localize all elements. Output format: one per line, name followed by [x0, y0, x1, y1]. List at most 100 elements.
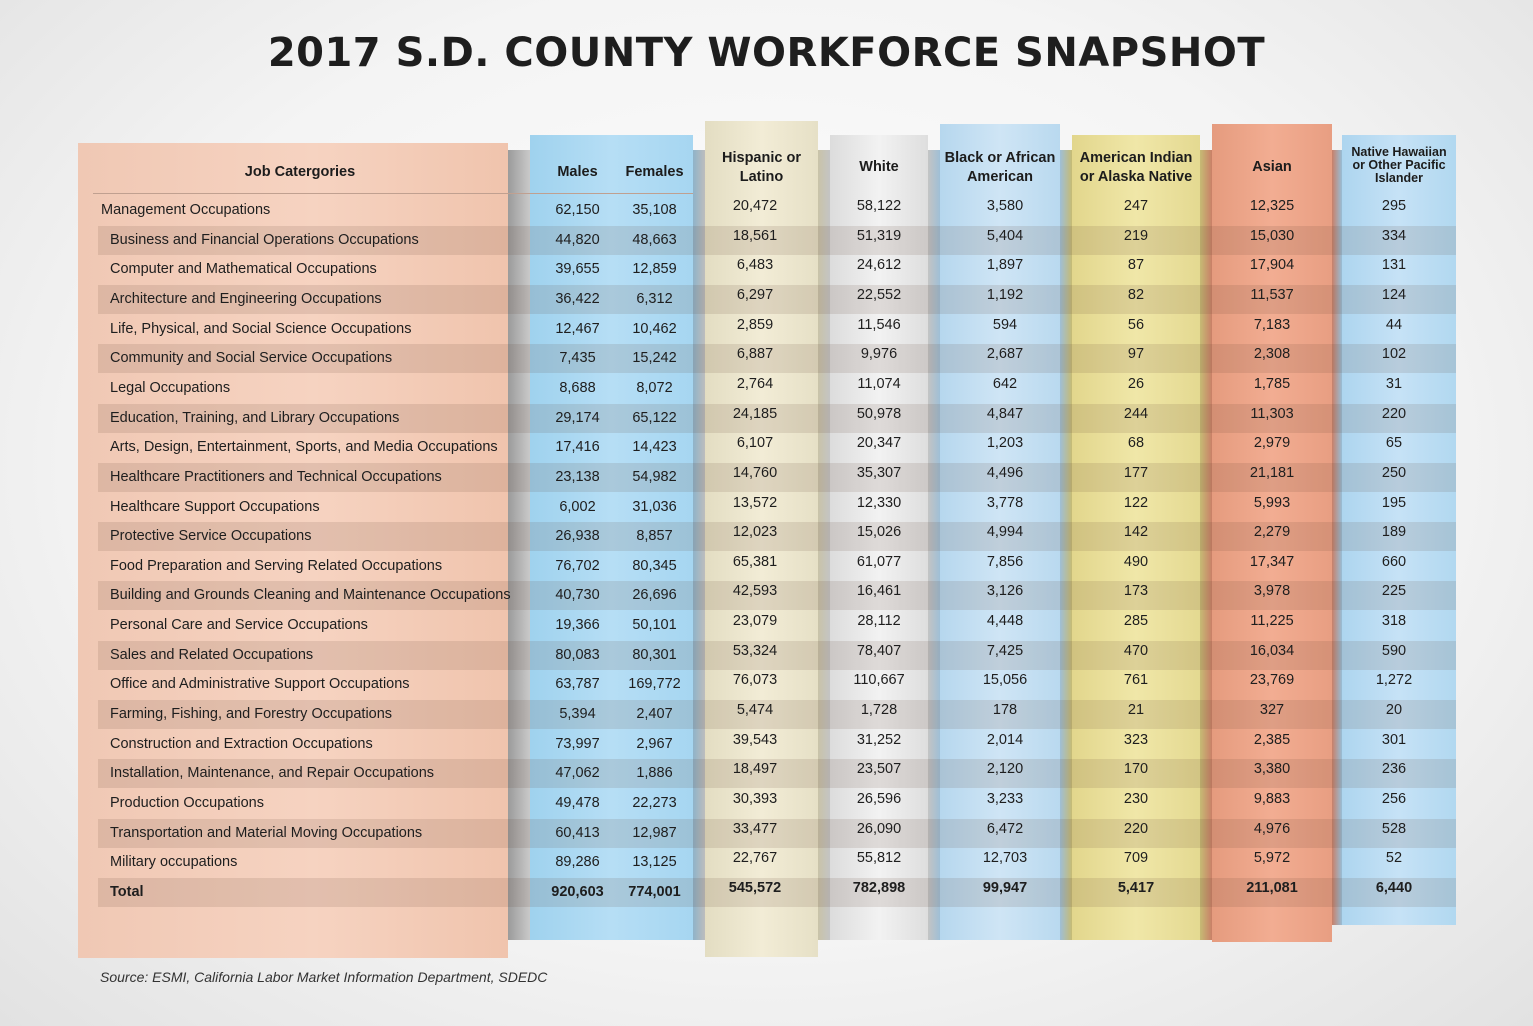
cell-hispanic: 76,073: [732, 672, 778, 688]
table-row: Production Occupations 49,478 22,273 30,393…: [0, 789, 1533, 818]
row-label: Computer and Mathematical Occupations: [110, 261, 377, 277]
cell-females: 2,967: [636, 736, 673, 752]
table-row: Military occupations 89,286 13,125 22,767 55…: [0, 848, 1533, 877]
cell-hispanic: 6,107: [736, 435, 774, 451]
cell-hispanic: 2,764: [736, 376, 774, 392]
cell-asian: 5,972: [1253, 850, 1291, 866]
cell-nh: 301: [1381, 732, 1407, 748]
cell-nh: 660: [1381, 554, 1407, 570]
row-band: [98, 759, 1456, 788]
table-row: Installation, Maintenance, and Repair Oc…: [0, 759, 1533, 788]
cell-hispanic: 65,381: [732, 554, 778, 570]
cell-asian: 2,979: [1253, 435, 1291, 451]
cell-amind: 170: [1123, 761, 1149, 777]
cell-white: 55,812: [856, 850, 902, 866]
cell-nh: 31: [1385, 376, 1403, 392]
header-hispanic-line2: Latino: [739, 169, 784, 185]
source-note: Source: ESMI, California Labor Market In…: [100, 969, 548, 985]
cell-hispanic: 6,887: [736, 346, 774, 362]
cell-nh: 334: [1381, 228, 1407, 244]
cell-amind: 68: [1127, 435, 1145, 451]
cell-white: 50,978: [856, 406, 902, 422]
header-hispanic-line1: Hispanic or: [722, 150, 801, 166]
row-band: [98, 641, 1456, 670]
cell-males: 39,655: [555, 261, 600, 277]
cell-amind: 230: [1123, 791, 1149, 807]
row-band: [98, 878, 1456, 907]
cell-black: 1,192: [986, 287, 1024, 303]
cell-black: 12,703: [982, 850, 1028, 866]
table-row: Management Occupations 62,150 35,108 20,472…: [0, 196, 1533, 225]
cell-nh: 1,272: [1375, 672, 1413, 688]
cell-hispanic: 39,543: [732, 732, 778, 748]
cell-white: 24,612: [856, 257, 902, 273]
cell-hispanic: 5,474: [736, 702, 774, 718]
cell-nh: 528: [1381, 821, 1407, 837]
cell-asian: 23,769: [1249, 672, 1295, 688]
cell-hispanic: 42,593: [732, 583, 778, 599]
row-label: Business and Financial Operations Occupa…: [110, 232, 419, 248]
table-row: Protective Service Occupations 26,938 8,85…: [0, 522, 1533, 551]
table-row: Farming, Fishing, and Forestry Occupatio…: [0, 700, 1533, 729]
cell-males: 89,286: [555, 854, 600, 870]
cell-females: 12,859: [632, 261, 677, 277]
header-native-hawaiian: Native Hawaiian or Other Pacific Islande…: [1342, 146, 1456, 185]
cell-nh: 20: [1385, 702, 1403, 718]
table-row: Community and Social Service Occupations…: [0, 344, 1533, 373]
cell-white: 110,667: [853, 672, 905, 688]
cell-amind: 323: [1123, 732, 1149, 748]
cell-amind: 97: [1127, 346, 1145, 362]
row-label: Architecture and Engineering Occupations: [110, 291, 382, 307]
cell-males: 6,002: [559, 499, 596, 515]
cell-asian: 2,308: [1253, 346, 1291, 362]
cell-asian: 2,279: [1253, 524, 1291, 540]
hispanic-column-bg: [705, 121, 818, 957]
header-asian: Asian: [1252, 159, 1292, 175]
cell-black: 99,947: [982, 880, 1028, 896]
row-label: Management Occupations: [101, 202, 271, 218]
cell-black: 15,056: [982, 672, 1028, 688]
table-row: Building and Grounds Cleaning and Mainte…: [0, 581, 1533, 610]
cell-black: 7,425: [986, 643, 1024, 659]
cell-amind: 5,417: [1117, 880, 1155, 896]
column-divider: [508, 150, 530, 940]
cell-males: 73,997: [555, 736, 600, 752]
row-label: Office and Administrative Support Occupa…: [110, 676, 410, 692]
cell-females: 14,423: [632, 439, 677, 455]
cell-males: 44,820: [555, 232, 600, 248]
cell-males: 5,394: [559, 706, 596, 722]
cell-amind: 244: [1123, 406, 1149, 422]
cell-asian: 17,347: [1249, 554, 1295, 570]
cell-hispanic: 22,767: [732, 850, 778, 866]
row-label: Community and Social Service Occupations: [110, 350, 393, 366]
table-row: Construction and Extraction Occupations 7…: [0, 730, 1533, 759]
cell-white: 28,112: [857, 613, 901, 629]
header-hispanic: Hispanic or Latino: [705, 149, 818, 187]
row-band: [98, 700, 1456, 729]
cell-black: 3,233: [986, 791, 1024, 807]
cell-males: 7,435: [559, 350, 596, 366]
cell-males: 26,938: [555, 528, 600, 544]
row-label: Education, Training, and Library Occupat…: [110, 410, 400, 426]
cell-asian: 3,978: [1253, 583, 1291, 599]
cell-white: 26,596: [856, 791, 902, 807]
row-label: Arts, Design, Entertainment, Sports, and…: [110, 439, 498, 455]
cell-males: 23,138: [555, 469, 600, 485]
cell-black: 4,847: [986, 406, 1024, 422]
cell-black: 2,120: [986, 761, 1024, 777]
cell-males: 920,603: [551, 884, 604, 900]
job-categories-column-bg: [78, 143, 508, 958]
cell-hispanic: 23,079: [732, 613, 778, 629]
row-band: [98, 344, 1456, 373]
cell-hispanic: 545,572: [728, 880, 782, 896]
cell-hispanic: 6,297: [736, 287, 774, 303]
cell-males: 60,413: [555, 825, 600, 841]
cell-hispanic: 30,393: [732, 791, 778, 807]
cell-nh: 131: [1381, 257, 1407, 273]
cell-white: 20,347: [856, 435, 902, 451]
cell-males: 76,702: [555, 558, 600, 574]
cell-nh: 318: [1381, 613, 1407, 629]
cell-males: 29,174: [555, 410, 600, 426]
cell-asian: 17,904: [1249, 257, 1295, 273]
cell-males: 49,478: [555, 795, 600, 811]
